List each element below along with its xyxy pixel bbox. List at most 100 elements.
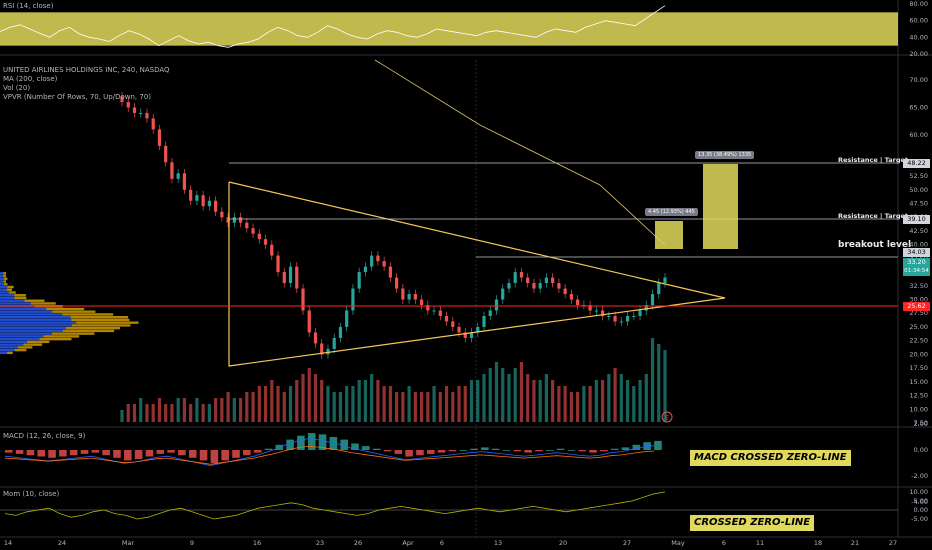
macd-hist-6	[70, 450, 78, 455]
vpvr-up-24	[0, 338, 39, 340]
volume-bar-8	[170, 404, 173, 422]
volume-bar-78	[607, 374, 610, 422]
volume-bar-42	[383, 386, 386, 422]
macd-hist-8	[92, 450, 100, 453]
vpvr-down-4	[4, 283, 7, 285]
x-tick-0: 14	[4, 539, 12, 547]
vpvr-up-8	[0, 294, 14, 296]
candle-body-28	[295, 267, 298, 289]
candle-body-18	[233, 217, 236, 222]
volume-bar-76	[595, 380, 598, 422]
vpvr-up-2	[0, 278, 4, 280]
candle-body-41	[376, 256, 379, 261]
vpvr-down-5	[8, 286, 14, 288]
volume-bar-58	[482, 374, 485, 422]
volume-bar-55	[464, 386, 467, 422]
volume-bar-14	[208, 404, 211, 422]
mom-label: Mom (10, close)	[3, 490, 59, 498]
vpvr-down-18	[76, 321, 138, 323]
candle-body-5	[152, 118, 155, 129]
candle-body-68	[545, 278, 548, 283]
volume-bar-7	[164, 404, 167, 422]
volume-bar-52	[445, 386, 448, 422]
x-tick-15: 18	[814, 539, 822, 547]
candle-body-70	[557, 283, 560, 288]
x-tick-2: Mar	[122, 539, 135, 547]
vpvr-up-17	[0, 319, 71, 321]
mom-annotation: CROSSED ZERO-LINE	[690, 515, 814, 531]
volume-bar-85	[651, 338, 654, 422]
macd-hist-12	[135, 450, 143, 459]
legend-ma: MA (200, close)	[3, 75, 170, 84]
resistance-note-2: Resistance | Target	[838, 212, 908, 220]
vpvr-up-29	[0, 352, 7, 354]
volume-bar-33	[326, 386, 329, 422]
mom-tick-3: -5.00	[911, 515, 928, 523]
vpvr-down-1	[3, 275, 6, 277]
macd-hist-19	[211, 450, 219, 463]
macd-hist-42	[459, 450, 467, 451]
vpvr-down-28	[15, 349, 27, 351]
candle-body-39	[364, 267, 367, 272]
volume-bar-47	[414, 392, 417, 422]
macd-hist-51	[557, 449, 565, 450]
volume-bar-19	[239, 398, 242, 422]
volume-bar-43	[389, 386, 392, 422]
vpvr-down-13	[46, 308, 84, 310]
volume-bar-53	[451, 392, 454, 422]
vpvr-up-9	[0, 297, 15, 299]
vpvr-down-17	[71, 319, 129, 321]
macd-hist-33	[362, 446, 370, 450]
volume-bar-23	[264, 386, 267, 422]
vpvr-up-15	[0, 313, 62, 315]
volume-bar-70	[557, 386, 560, 422]
candle-body-83	[638, 310, 641, 315]
vpvr-up-1	[0, 275, 3, 277]
volume-bar-56	[470, 380, 473, 422]
vpvr-up-18	[0, 321, 76, 323]
macd-hist-35	[384, 450, 392, 451]
candle-body-50	[432, 310, 435, 311]
macd-hist-57	[622, 447, 630, 450]
vpvr-down-16	[70, 316, 128, 318]
target-box-1	[655, 221, 683, 249]
vpvr-down-25	[27, 341, 49, 343]
candle-body-87	[663, 278, 666, 283]
volume-bar-84	[645, 374, 648, 422]
vpvr-up-26	[0, 343, 23, 345]
volume-bar-11	[189, 404, 192, 422]
candle-body-23	[264, 239, 267, 244]
macd-hist-28	[308, 433, 316, 450]
candle-body-35	[339, 327, 342, 338]
rsi-tick-1: 60.00	[909, 17, 928, 25]
macd-hist-22	[243, 450, 251, 455]
candle-body-4	[145, 113, 148, 118]
price-tick-6: 47.50	[909, 199, 928, 207]
candle-body-26	[283, 272, 286, 283]
volume-bar-72	[570, 392, 573, 422]
x-tick-12: May	[671, 539, 685, 547]
x-tick-17: 27	[889, 539, 897, 547]
candle-body-82	[632, 316, 635, 317]
candle-body-13	[202, 195, 205, 206]
candle-body-10	[183, 173, 186, 189]
volume-bar-69	[551, 380, 554, 422]
vpvr-down-15	[62, 313, 113, 315]
candle-body-60	[495, 300, 498, 311]
vpvr-down-11	[31, 302, 56, 304]
x-tick-8: 6	[440, 539, 444, 547]
volume-bar-39	[364, 380, 367, 422]
macd-hist-5	[59, 450, 67, 457]
price-tick-16: 22.50	[909, 337, 928, 345]
macd-hist-36	[395, 450, 403, 454]
macd-hist-53	[578, 450, 586, 451]
vpvr-up-11	[0, 302, 31, 304]
vpvr-down-27	[18, 346, 33, 348]
x-tick-7: Apr	[402, 539, 414, 547]
rsi-tick-3: 20.00	[909, 50, 928, 58]
candle-body-62	[507, 283, 510, 288]
candle-body-43	[389, 267, 392, 278]
volume-bar-44	[395, 392, 398, 422]
volume-bar-20	[245, 392, 248, 422]
